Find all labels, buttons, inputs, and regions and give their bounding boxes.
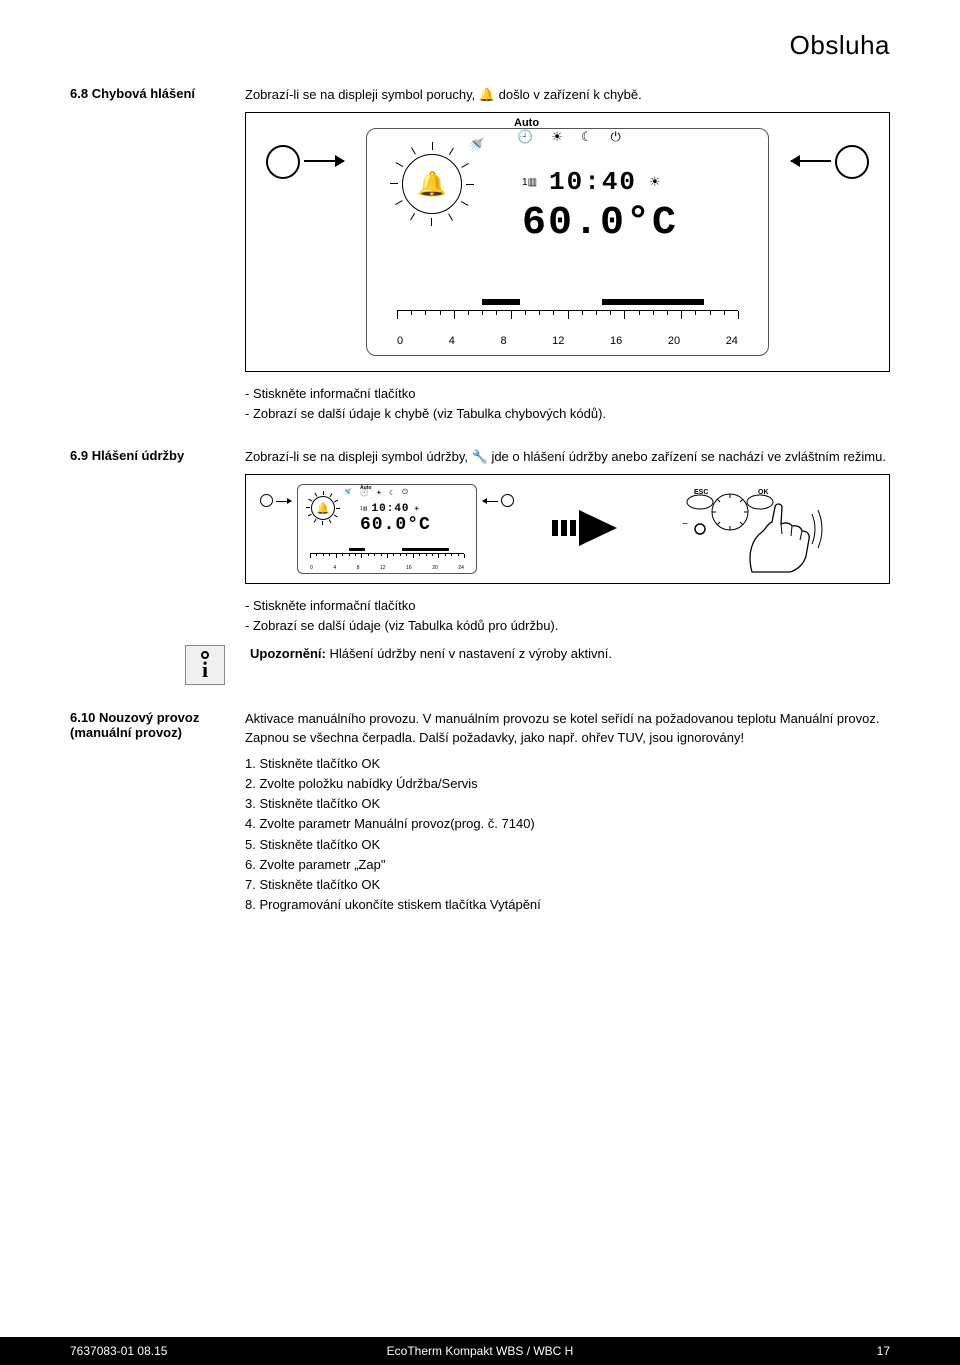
minus-label: − xyxy=(682,519,688,530)
section-6-10-intro: Aktivace manuálního provozu. V manuálním… xyxy=(245,710,890,746)
mini-arrow-right-icon xyxy=(276,501,291,502)
mini-auto-label: Auto xyxy=(360,485,371,491)
section-6-8: 6.8 Chybová hlášení Zobrazí-li se na dis… xyxy=(70,86,890,433)
large-display-panel: 🚿 Auto 🕘 ☀ ☾ ⏻ 🔔 xyxy=(245,112,890,372)
mini-lcd: 🚿 Auto🕘 ☀ ☾ ⏻ 🔔 1▥ 10:40 ☀ xyxy=(252,479,522,579)
left-button-circle xyxy=(266,145,300,179)
mode-icons-row: Auto 🕘 ☀ ☾ ⏻ xyxy=(517,129,621,145)
timeline-ruler xyxy=(397,310,738,325)
info-icon: i xyxy=(185,645,225,685)
radiator-icon: 1▥ xyxy=(522,177,537,188)
heading-number: 6.9 xyxy=(70,448,88,463)
mini-right-circle xyxy=(501,494,514,507)
heading-title: Hlášení údržby xyxy=(92,448,184,463)
auto-label: Auto xyxy=(514,117,539,129)
sun-small-icon: ☀ xyxy=(649,174,661,190)
info-note-row: i Upozornění: Hlášení údržby není v nast… xyxy=(245,645,890,685)
mini-clock-icon: 🕘 xyxy=(360,490,369,497)
intro-suffix: došlo v zařízení k chybě. xyxy=(499,87,642,102)
clock-icon: 🕘 xyxy=(517,129,533,144)
section-6-9-bullets: - Stiskněte informační tlačítko- Zobrazí… xyxy=(245,596,890,635)
intro-suffix: jde o hlášení údržby anebo zařízení se n… xyxy=(491,449,886,464)
temperature-value: 60.0°C xyxy=(522,201,678,246)
section-6-8-intro: Zobrazí-li se na displeji symbol poruchy… xyxy=(245,86,890,104)
heading-number: 6.8 xyxy=(70,86,88,101)
section-6-8-bullets: - Stiskněte informační tlačítko- Zobrazí… xyxy=(245,384,890,423)
footer-right: 17 xyxy=(877,1344,890,1358)
mini-left-circle xyxy=(260,494,273,507)
dial-icon: 🔔 xyxy=(392,144,472,224)
intro-prefix: Zobrazí-li se na displeji symbol poruchy… xyxy=(245,87,479,102)
timeline-bars xyxy=(397,299,738,305)
bell-icon: 🔔 xyxy=(479,87,495,102)
note-label: Upozornění: xyxy=(250,646,326,661)
small-display-panel: 🚿 Auto🕘 ☀ ☾ ⏻ 🔔 1▥ 10:40 ☀ xyxy=(245,474,890,584)
mini-sun-small: ☀ xyxy=(414,505,420,513)
mini-mode-icons: Auto🕘 ☀ ☾ ⏻ xyxy=(360,489,408,497)
section-6-10: 6.10 Nouzový provoz (manuální provoz) Ak… xyxy=(70,710,890,922)
dial-bell: 🔔 xyxy=(402,154,462,214)
time-value: 10:40 xyxy=(549,167,637,197)
mini-moon-icon: ☾ xyxy=(389,489,395,497)
mini-bell: 🔔 xyxy=(316,502,330,515)
lcd-panel: 🚿 Auto 🕘 ☀ ☾ ⏻ 🔔 xyxy=(366,128,769,356)
mini-temp: 60.0°C xyxy=(360,515,431,535)
radiator-glyph: ▥ xyxy=(528,177,537,188)
section-6-9-heading: 6.9 Hlášení údržby xyxy=(70,448,184,463)
section-6-9: 6.9 Hlášení údržby Zobrazí-li se na disp… xyxy=(70,448,890,685)
section-6-10-heading: 6.10 Nouzový provoz (manuální provoz) xyxy=(70,710,199,740)
right-button-circle xyxy=(835,145,869,179)
knob-hand-illustration: ESC OK − + xyxy=(652,484,832,574)
mini-timeline-bars xyxy=(310,548,464,551)
arrow-to-display-icon xyxy=(304,160,344,162)
intro-prefix: Zobrazí-li se na displeji symbol údržby, xyxy=(245,449,472,464)
bell-glyph: 🔔 xyxy=(417,170,447,199)
timeline-labels: 04812162024 xyxy=(397,335,738,347)
footer-center: EcoTherm Kompakt WBS / WBC H xyxy=(387,1344,574,1358)
sun-icon: ☀ xyxy=(551,129,563,145)
heading-title: Chybová hlášení xyxy=(92,86,195,101)
heading-number: 6.10 xyxy=(70,710,95,725)
section-6-10-steps: 1. Stiskněte tlačítko OK2. Zvolte položk… xyxy=(245,755,890,915)
time-row: 1▥ 10:40 ☀ xyxy=(522,167,661,197)
section-6-8-heading: 6.8 Chybová hlášení xyxy=(70,86,195,101)
wrench-icon: 🔧 xyxy=(472,449,488,464)
footer-left: 7637083-01 08.15 xyxy=(70,1344,167,1358)
moon-icon: ☾ xyxy=(581,129,593,145)
mini-power-icon: ⏻ xyxy=(402,489,408,497)
big-arrow-icon xyxy=(552,508,622,551)
arrow-from-display-icon xyxy=(791,160,831,162)
mini-time: 10:40 xyxy=(372,503,410,515)
page-header: Obsluha xyxy=(70,30,890,61)
section-6-9-intro: Zobrazí-li se na displeji symbol údržby,… xyxy=(245,448,890,466)
mini-timeline-ruler xyxy=(310,553,464,559)
mini-timeline-labels: 04812162024 xyxy=(310,565,464,571)
note-text: Hlášení údržby není v nastavení z výroby… xyxy=(326,646,612,661)
mini-radiator-icon: 1▥ xyxy=(360,506,368,512)
mini-sun-icon: ☀ xyxy=(376,489,382,497)
mini-tap-icon: 🚿 xyxy=(342,488,352,497)
mini-arrow-left-icon xyxy=(483,501,498,502)
power-icon: ⏻ xyxy=(611,129,621,145)
mini-dial-icon: 🔔 xyxy=(306,491,341,526)
page-footer: 7637083-01 08.15 EcoTherm Kompakt WBS / … xyxy=(0,1337,960,1365)
